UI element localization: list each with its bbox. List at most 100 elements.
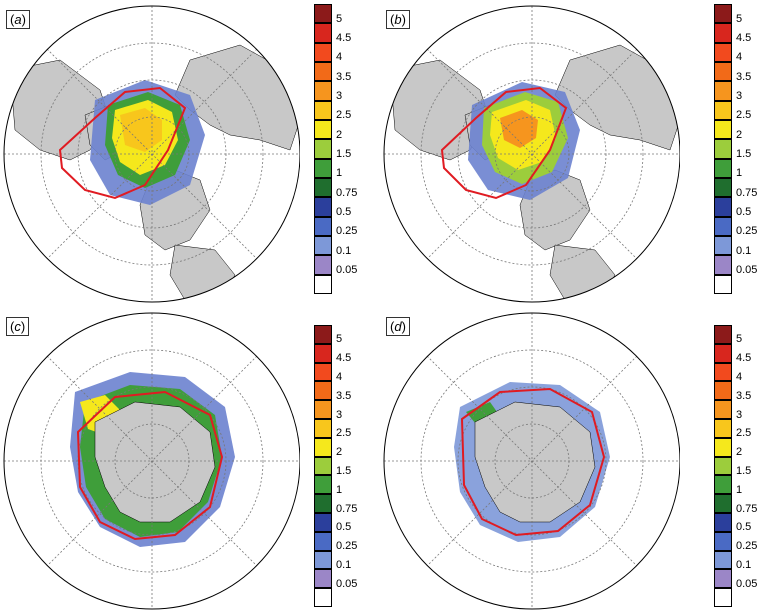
colorbar-swatch — [314, 343, 332, 363]
colorbar-swatch — [714, 158, 732, 178]
colorbar-swatch — [714, 62, 732, 82]
colorbar-swatch — [714, 178, 732, 198]
colorbar-tick-label: 0.5 — [736, 206, 752, 218]
colorbar-swatch — [314, 178, 332, 198]
colorbar-tick-label: 4 — [336, 371, 343, 383]
colorbar-tick-label: 3 — [736, 408, 743, 421]
colorbar-swatch — [714, 550, 732, 570]
colorbar-swatch — [314, 588, 332, 607]
colorbar-swatch — [314, 42, 332, 62]
map-north-a — [3, 5, 300, 303]
colorbar-tick-label: 2.5 — [736, 427, 752, 440]
colorbar-tick-label: 2 — [336, 446, 343, 459]
colorbar-swatch — [714, 197, 732, 217]
colorbar-swatch — [714, 437, 732, 457]
colorbar-c: 5 4.5 4 3.5 3 2.5 2 1.5 1 0.75 0.5 0.25 0.1 0.05 — [314, 325, 364, 607]
colorbar-swatch — [714, 400, 732, 419]
colorbar-swatch — [714, 513, 732, 532]
colorbar-tick-label: 0.05 — [336, 577, 358, 590]
colorbar-tick-label: 4 — [736, 51, 743, 64]
colorbar-tick-label: 0.25 — [736, 540, 758, 553]
colorbar-tick-label: 0.1 — [336, 559, 352, 571]
panel-b: (b) 5 4.5 4 3.5 3 2.5 2 1.5 1 0.75 0.5 0.25 0.1 0.05 — [380, 0, 760, 307]
colorbar-swatch — [314, 362, 332, 382]
colorbar-tick-label: 3.5 — [736, 70, 752, 83]
colorbar-tick-label: 2.5 — [336, 109, 352, 122]
colorbar-tick-label: 5 — [336, 12, 343, 25]
colorbar-swatch — [314, 100, 332, 120]
colorbar-tick-label: 2 — [336, 128, 343, 141]
colorbar-tick-label: 0.5 — [336, 206, 352, 218]
colorbar-a: 5 4.5 4 3.5 3 2.5 2 1.5 1 0.75 0.5 0.25 0.1 0.05 — [314, 4, 364, 294]
colorbar-swatch — [314, 400, 332, 419]
colorbar-swatch — [714, 343, 732, 363]
colorbar-swatch — [714, 139, 732, 159]
colorbar-swatch — [714, 236, 732, 256]
colorbar-tick-label: 4 — [736, 371, 743, 383]
colorbar-swatch — [314, 494, 332, 513]
colorbar-swatch — [714, 325, 732, 344]
colorbar-swatch — [314, 216, 332, 236]
colorbar-tick-label: 1.5 — [736, 465, 752, 477]
colorbar-swatch — [314, 381, 332, 401]
colorbar-tick-label: 0.05 — [736, 577, 758, 590]
landmass-antarctica — [94, 401, 216, 523]
colorbar-swatch — [714, 419, 732, 438]
panel-a: (a) 5 4.5 4 3.5 3 2.5 2 1.5 1 0.75 0.5 0.25 0.1 0.05 — [0, 0, 380, 307]
colorbar-tick-label: 0.25 — [736, 225, 758, 238]
colorbar-tick-label: 5 — [336, 333, 343, 346]
colorbar-tick-label: 3 — [336, 90, 343, 102]
colorbar-swatch — [314, 456, 332, 476]
colorbar-tick-label: 2 — [736, 446, 743, 459]
colorbar-swatch — [714, 4, 732, 24]
colorbar-tick-label: 3.5 — [736, 389, 752, 402]
colorbar-swatch — [314, 236, 332, 256]
observed-ice-edge — [460, 387, 606, 537]
colorbar-swatch — [314, 4, 332, 24]
colorbar-tick-label: 0.5 — [736, 521, 752, 534]
colorbar-tick-label: 0.05 — [336, 264, 358, 276]
colorbar-tick-label: 1.5 — [736, 148, 752, 160]
colorbar-tick-label: 5 — [736, 12, 743, 25]
colorbar-tick-label: 0.75 — [336, 502, 358, 515]
observed-ice-edge — [58, 86, 187, 200]
colorbar-tick-label: 1 — [736, 483, 743, 496]
observed-ice-edge — [440, 86, 568, 200]
panel-c: (c) 5 4.5 4 3.5 3 2.5 2 1.5 1 0.75 0.5 0.25 0.1 0.05 — [0, 307, 380, 614]
colorbar-tick-label: 2.5 — [336, 427, 352, 440]
colorbar-swatch — [314, 23, 332, 43]
colorbar-tick-label: 3.5 — [336, 389, 352, 402]
colorbar-swatch — [714, 23, 732, 43]
colorbar-swatch — [714, 216, 732, 236]
colorbar-swatch — [314, 475, 332, 495]
colorbar-swatch — [314, 139, 332, 159]
colorbar-swatch — [314, 120, 332, 140]
colorbar-swatch — [714, 362, 732, 382]
colorbar-swatch — [714, 255, 732, 275]
sea-ice-peak — [500, 110, 538, 148]
colorbar-tick-label: 0.25 — [336, 540, 358, 553]
colorbar-tick-label: 0.25 — [336, 225, 358, 238]
colorbar-swatch — [314, 255, 332, 275]
colorbar-swatch — [314, 419, 332, 438]
colorbar-swatch — [714, 494, 732, 513]
colorbar-tick-label: 0.5 — [336, 521, 352, 534]
colorbar-swatch — [714, 531, 732, 551]
colorbar-swatch — [714, 456, 732, 476]
colorbar-tick-label: 1 — [336, 483, 343, 496]
colorbar-swatch — [314, 569, 332, 589]
colorbar-tick-label: 4 — [336, 51, 343, 64]
panel-label-b: (b) — [386, 10, 410, 29]
colorbar-d: 5 4.5 4 3.5 3 2.5 2 1.5 1 0.75 0.5 0.25 0.1 0.05 — [714, 325, 761, 607]
colorbar-tick-label: 5 — [736, 333, 743, 346]
colorbar-swatch — [314, 197, 332, 217]
colorbar-tick-label: 1 — [736, 167, 743, 180]
colorbar-tick-label: 4.5 — [336, 32, 352, 44]
colorbar-swatch — [714, 100, 732, 120]
colorbar-swatch — [714, 81, 732, 101]
colorbar-swatch — [714, 569, 732, 589]
colorbar-tick-label: 0.75 — [736, 186, 758, 199]
colorbar-swatch — [714, 42, 732, 62]
colorbar-tick-label: 3 — [736, 90, 743, 102]
map-north-b — [383, 5, 680, 303]
